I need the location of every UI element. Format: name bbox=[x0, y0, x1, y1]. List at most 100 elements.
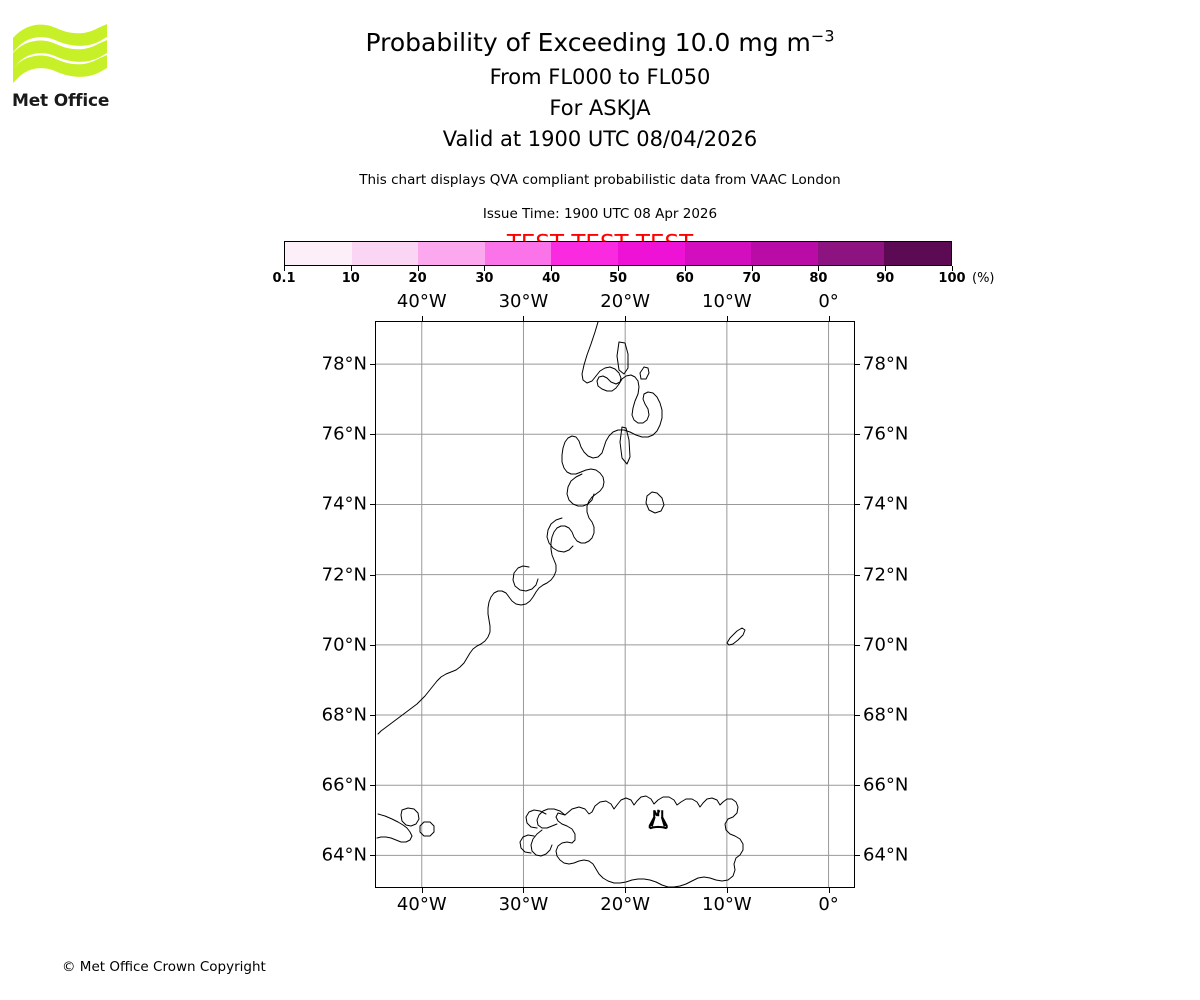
lat-label-right: 76°N bbox=[863, 423, 909, 445]
greenland-east-coast bbox=[377, 322, 663, 735]
colorbar-tick-label: 30 bbox=[475, 271, 494, 286]
lon-tick-bottom bbox=[421, 888, 423, 893]
colorbar-unit-label: (%) bbox=[972, 271, 995, 286]
issue-time-label: Issue Time: 1900 UTC 08 Apr 2026 bbox=[482, 205, 718, 222]
lat-tick-right bbox=[855, 364, 860, 366]
lon-label-top: 20°W bbox=[600, 291, 651, 312]
page-title-exponent: −3 bbox=[810, 26, 835, 46]
colorbar-tickmark bbox=[417, 266, 419, 271]
colorbar-tick-label: 80 bbox=[809, 271, 828, 286]
volcano-subtitle: For ASKJA bbox=[549, 96, 651, 120]
coastlines bbox=[376, 322, 746, 887]
page-title-text: Probability of Exceeding 10.0 mg m bbox=[365, 28, 811, 57]
greenland-island-ne1 bbox=[616, 341, 629, 375]
colorbar-band-7 bbox=[751, 242, 818, 265]
lon-label-top: 0° bbox=[818, 291, 839, 312]
lat-label-left: 72°N bbox=[321, 564, 367, 586]
greenland-fjord-detail-2 bbox=[546, 517, 574, 553]
colorbar-band-8 bbox=[817, 242, 885, 265]
colorbar-tickmark bbox=[484, 266, 486, 271]
lat-tick-right bbox=[855, 504, 860, 506]
map-plot-area[interactable] bbox=[375, 321, 855, 888]
colorbar-tick-label: 70 bbox=[742, 271, 761, 286]
lat-tick-right bbox=[855, 855, 860, 857]
qva-compliance-note: This chart displays QVA compliant probab… bbox=[359, 172, 841, 188]
map-canvas bbox=[376, 322, 854, 887]
lat-tick-left bbox=[370, 504, 375, 506]
lat-label-right: 72°N bbox=[863, 564, 909, 586]
lon-tick-bottom bbox=[625, 888, 627, 893]
lon-label-bottom: 40°W bbox=[396, 894, 447, 915]
lon-label-top: 10°W bbox=[702, 291, 752, 312]
colorbar-tickmark bbox=[284, 266, 285, 271]
lat-label-right: 64°N bbox=[863, 844, 909, 866]
volcano-marker-askja[interactable] bbox=[648, 809, 668, 830]
colorbar-tick-label: 90 bbox=[876, 271, 895, 286]
lon-label-bottom: 0° bbox=[818, 894, 839, 915]
colorbar-band-2 bbox=[418, 242, 485, 265]
greenland-southwest-coast bbox=[376, 813, 413, 843]
lat-label-left: 78°N bbox=[321, 353, 367, 375]
colorbar-band-0 bbox=[285, 242, 352, 265]
jan-mayen-island bbox=[726, 627, 746, 646]
lon-label-bottom: 30°W bbox=[498, 894, 549, 915]
iceland-westfjords-2 bbox=[525, 809, 547, 829]
valid-time-subtitle: Valid at 1900 UTC 08/04/2026 bbox=[442, 127, 758, 151]
greenland-island-ne4 bbox=[645, 491, 665, 514]
map-gridlines bbox=[376, 322, 854, 887]
colorbar-band-5 bbox=[617, 242, 685, 265]
colorbar-tickmark bbox=[618, 266, 619, 271]
lat-label-left: 64°N bbox=[321, 844, 367, 866]
lat-label-left: 76°N bbox=[321, 423, 367, 445]
copyright-notice: © Met Office Crown Copyright bbox=[62, 959, 266, 975]
lat-label-left: 66°N bbox=[321, 774, 367, 796]
colorbar-tick-label: 20 bbox=[408, 271, 427, 286]
colorbar-tick-label: 10 bbox=[341, 271, 360, 286]
lat-label-right: 66°N bbox=[863, 774, 909, 796]
lat-tick-left bbox=[370, 855, 375, 857]
iceland-westfjords-4 bbox=[519, 834, 535, 854]
greenland-island-ne3 bbox=[619, 426, 631, 465]
greenland-fjord-detail-1 bbox=[566, 473, 595, 507]
lon-label-bottom: 10°W bbox=[702, 894, 752, 915]
lat-tick-right bbox=[855, 434, 860, 436]
met-office-wave-mark bbox=[13, 24, 107, 83]
volcano-glyph[interactable] bbox=[648, 809, 668, 830]
page-title: Probability of Exceeding 10.0 mg m−3 bbox=[0, 0, 1200, 55]
lon-label-top: 40°W bbox=[396, 291, 447, 312]
lon-tick-top bbox=[625, 316, 627, 321]
greenland-sw-island-2 bbox=[419, 821, 435, 837]
lat-label-left: 68°N bbox=[321, 704, 367, 726]
colorbar-tickmark bbox=[551, 266, 553, 271]
colorbar-tick-label: 50 bbox=[608, 271, 628, 286]
lat-tick-right bbox=[855, 785, 860, 787]
lon-tick-bottom bbox=[828, 888, 830, 893]
colorbar-ticks: 0.1 10 20 30 40 50 60 70 80 90 100 bbox=[272, 266, 966, 288]
lat-label-left: 70°N bbox=[321, 634, 367, 656]
lon-tick-top bbox=[421, 316, 423, 321]
lon-label-bottom: 20°W bbox=[600, 894, 651, 915]
lat-tick-left bbox=[370, 644, 375, 646]
probability-colorbar: 0.1 10 20 30 40 50 60 70 80 90 100 (%) bbox=[272, 241, 995, 286]
volcano-icon-fill bbox=[650, 817, 666, 827]
lat-tick-right bbox=[855, 574, 860, 576]
colorbar-tick-label: 40 bbox=[542, 271, 561, 286]
colorbar-tick-label: 0.1 bbox=[272, 271, 296, 286]
colorbar-tick-label: 100 bbox=[938, 271, 966, 286]
met-office-wordmark: Met Office bbox=[12, 91, 110, 111]
lat-label-right: 68°N bbox=[863, 704, 909, 726]
lon-tick-top bbox=[828, 316, 830, 321]
lat-tick-right bbox=[855, 644, 860, 646]
colorbar-band-3 bbox=[484, 242, 552, 265]
lon-tick-top bbox=[726, 316, 728, 321]
lat-label-right: 74°N bbox=[863, 493, 909, 515]
lon-label-top: 30°W bbox=[498, 291, 549, 312]
colorbar-bands bbox=[284, 241, 952, 266]
colorbar-band-4 bbox=[551, 242, 618, 265]
colorbar-tickmark bbox=[818, 266, 820, 271]
colorbar-tickmark bbox=[885, 266, 887, 271]
colorbar-band-1 bbox=[351, 242, 419, 265]
colorbar-band-9 bbox=[884, 242, 951, 265]
colorbar-tickmark bbox=[684, 266, 686, 271]
lon-tick-top bbox=[523, 316, 525, 321]
